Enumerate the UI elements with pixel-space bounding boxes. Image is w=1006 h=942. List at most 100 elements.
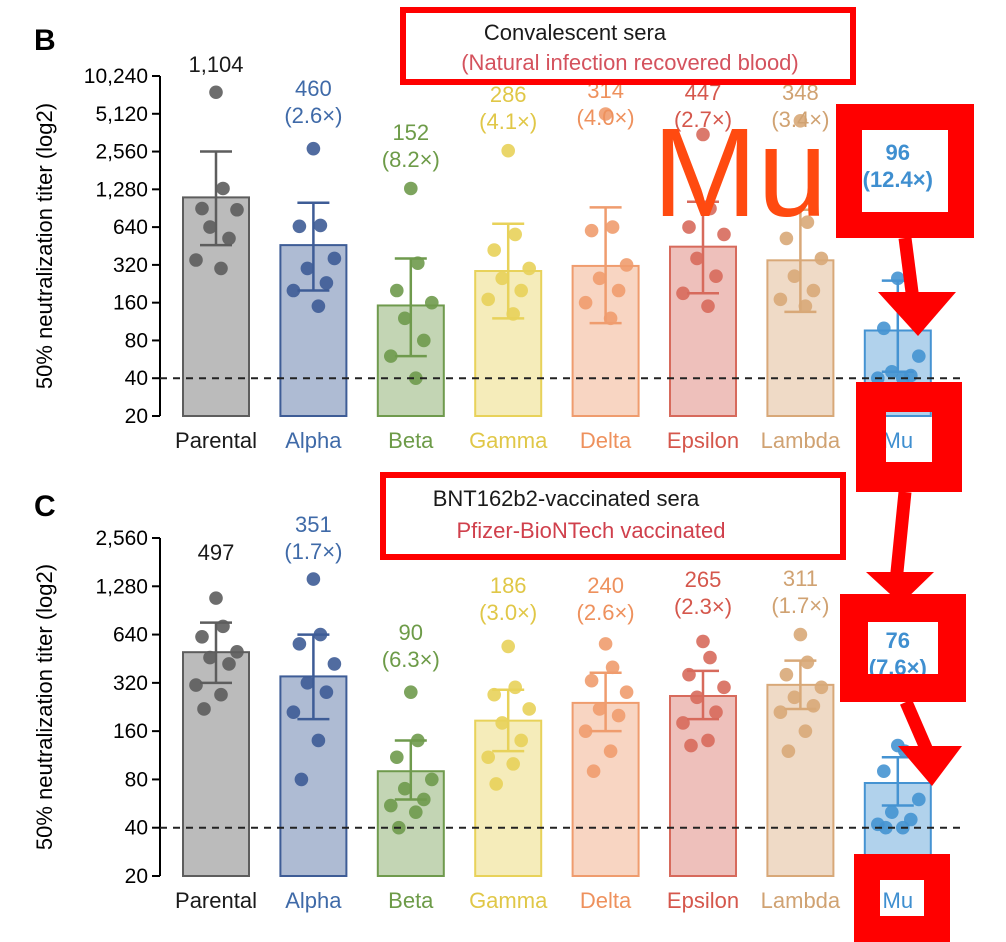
data-point (696, 634, 710, 649)
y-tick-label: 2,560 (95, 141, 148, 164)
y-tick-label: 640 (113, 624, 148, 647)
data-point (912, 792, 926, 807)
data-point (319, 685, 334, 699)
x-tick-label: Epsilon (667, 888, 739, 913)
x-tick-label: Gamma (469, 888, 548, 913)
data-point (800, 655, 815, 670)
data-point (195, 629, 209, 644)
data-point (885, 365, 899, 379)
x-tick-label: Alpha (285, 428, 342, 453)
y-tick-label: 20 (125, 865, 148, 888)
data-point (203, 220, 217, 234)
data-point (709, 269, 723, 284)
fold-change-label: (6.3×) (382, 647, 440, 672)
mu-label-frame-b (856, 382, 962, 492)
data-point (717, 227, 731, 242)
y-tick-label: 640 (113, 216, 148, 239)
value-label: 311 (783, 566, 818, 591)
data-point (592, 271, 607, 286)
data-point (798, 724, 813, 738)
value-label: 90 (399, 620, 423, 645)
data-point (495, 716, 510, 730)
x-tick-label: Epsilon (667, 428, 739, 453)
data-point (495, 271, 510, 286)
data-point (592, 702, 607, 716)
data-point (409, 805, 423, 819)
fold-change-label: (4.0×) (577, 105, 635, 130)
y-tick-label: 40 (125, 817, 148, 840)
data-point (306, 572, 321, 586)
data-point (798, 299, 813, 313)
box-subtitle: Pfizer-BioNTech vaccinated (456, 518, 725, 543)
title-box-b (400, 7, 856, 85)
data-point (514, 733, 528, 748)
data-point (584, 223, 599, 238)
data-point (598, 637, 613, 651)
y-tick-label: 160 (113, 292, 148, 315)
data-point (487, 687, 502, 702)
data-point (684, 738, 698, 753)
y-tick-label: 1,280 (95, 575, 148, 598)
data-point (313, 627, 328, 642)
data-point (411, 733, 425, 748)
data-point (793, 627, 808, 642)
annotation-overlay: Convalescent sera (Natural infection reco… (380, 7, 974, 942)
arrow-shaft-b (898, 237, 920, 301)
data-point (311, 299, 326, 313)
fold-change-label: (1.7×) (771, 593, 829, 618)
value-label: 460 (295, 76, 332, 101)
data-point (709, 705, 723, 719)
x-tick-label: Parental (175, 888, 257, 913)
x-tick-label: Lambda (761, 428, 841, 453)
data-point (611, 283, 626, 298)
data-point (327, 657, 342, 671)
y-tick-label: 320 (113, 672, 148, 695)
data-point (773, 705, 788, 719)
data-point (313, 218, 328, 233)
data-point (501, 143, 515, 158)
data-point (779, 667, 794, 682)
data-point (214, 687, 228, 702)
fold-change-label: (2.6×) (577, 600, 635, 625)
data-point (384, 798, 398, 813)
y-tick-label: 320 (113, 254, 148, 277)
data-point (800, 215, 815, 230)
arrow-head-c (898, 746, 962, 786)
data-point (690, 690, 704, 705)
big-mu-annotation: Mu (652, 102, 827, 243)
data-point (425, 295, 439, 310)
fold-change-label: (12.4×) (863, 167, 933, 192)
arrow-head-b (878, 292, 956, 336)
data-point (682, 220, 696, 234)
data-point (292, 219, 307, 234)
data-point (605, 220, 620, 234)
data-point (489, 777, 504, 791)
y-tick-label: 160 (113, 720, 148, 743)
data-point (292, 637, 307, 651)
data-point (222, 231, 236, 246)
data-point (787, 690, 802, 705)
data-point (522, 261, 536, 276)
data-point (487, 243, 502, 257)
data-point (425, 772, 439, 787)
y-tick-label: 80 (125, 768, 148, 791)
data-point (222, 657, 236, 671)
x-tick-label: Mu (883, 428, 914, 453)
panel-label: C (34, 490, 56, 523)
data-point (806, 283, 821, 298)
data-point (209, 591, 223, 605)
y-axis-label: 50% neutralization titer (log2) (32, 564, 57, 850)
x-tick-label: Mu (883, 888, 914, 913)
x-tick-label: Lambda (761, 888, 841, 913)
data-point (578, 295, 593, 310)
y-tick-label: 20 (125, 405, 148, 428)
data-point (717, 680, 731, 695)
value-label: 286 (490, 82, 527, 107)
value-label: 240 (587, 573, 624, 598)
data-point (501, 639, 515, 654)
value-label: 351 (295, 512, 332, 537)
fold-change-label: (2.3×) (674, 594, 732, 619)
data-point (294, 772, 309, 787)
data-point (703, 650, 717, 665)
data-point (508, 227, 522, 242)
